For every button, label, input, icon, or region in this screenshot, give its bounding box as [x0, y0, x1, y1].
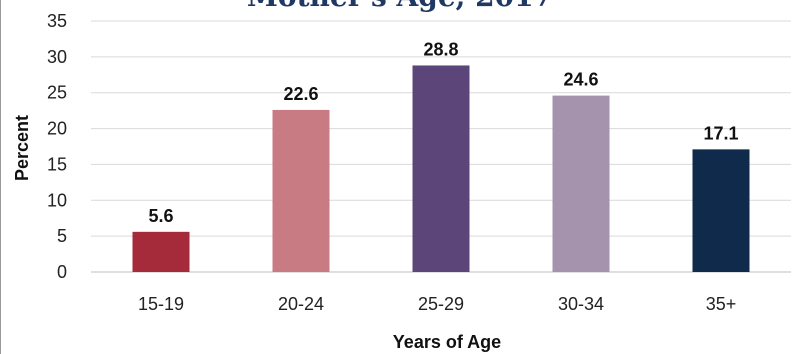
x-axis-ticks: 15-19 20-24 25-29 30-34 35+ [138, 294, 736, 314]
x-tick-label: 25-29 [418, 294, 464, 314]
y-tick-label: 25 [47, 83, 67, 103]
bar-20-24 [272, 109, 330, 272]
data-label: 5.6 [148, 206, 173, 226]
x-tick-label: 30-34 [558, 294, 604, 314]
x-tick-label: 15-19 [138, 294, 184, 314]
bars [132, 65, 750, 272]
bar-30-34 [552, 95, 610, 272]
y-tick-label: 5 [57, 226, 67, 246]
bar-25-29 [412, 65, 470, 272]
data-label: 22.6 [283, 84, 318, 104]
y-axis-title: Percent [12, 115, 32, 181]
y-tick-label: 10 [47, 190, 67, 210]
bar-15-19 [132, 231, 190, 272]
x-axis-title: Years of Age [393, 332, 501, 352]
data-label: 28.8 [423, 39, 458, 59]
y-tick-label: 35 [47, 11, 67, 31]
y-axis-ticks: 0 5 10 15 20 25 30 35 [47, 11, 67, 282]
x-tick-label: 20-24 [278, 294, 324, 314]
data-label: 24.6 [563, 70, 598, 90]
data-label: 17.1 [703, 123, 738, 143]
y-tick-label: 15 [47, 154, 67, 174]
x-tick-label: 35+ [706, 294, 737, 314]
bar-35+ [692, 149, 750, 272]
chart-title: Mother's Age, 2017 [247, 0, 553, 13]
data-labels: 5.6 22.6 28.8 24.6 17.1 [148, 39, 738, 225]
y-tick-label: 30 [47, 47, 67, 67]
y-tick-label: 0 [57, 262, 67, 282]
y-tick-label: 20 [47, 119, 67, 139]
